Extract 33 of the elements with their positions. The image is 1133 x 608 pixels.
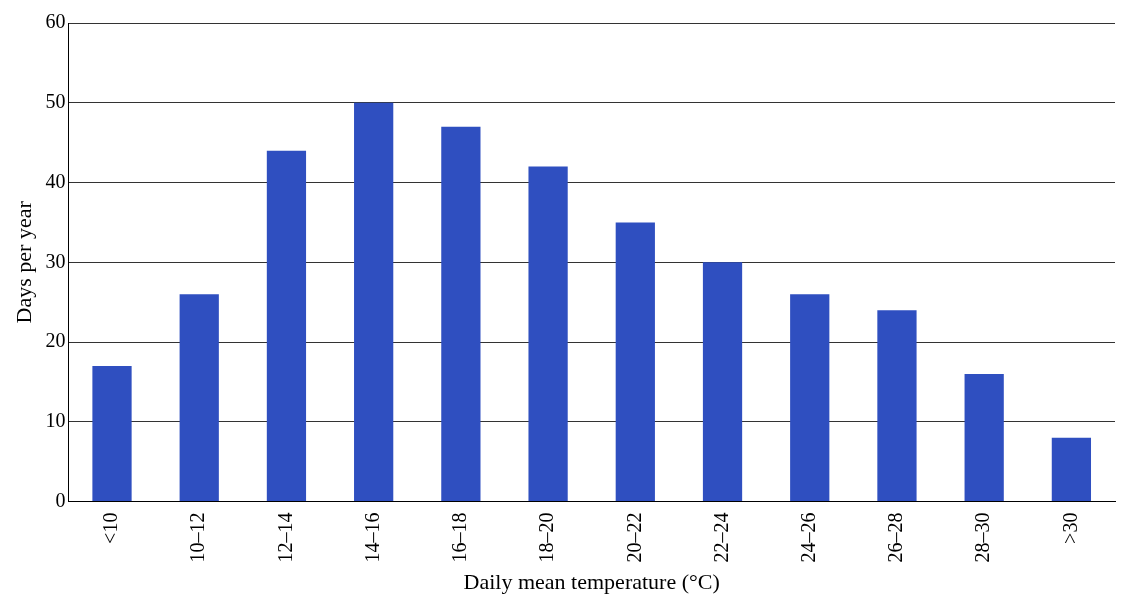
- y-tick-label: 0: [55, 488, 66, 511]
- x-tick-label: 14–16: [360, 512, 383, 563]
- bar: [964, 373, 1004, 502]
- bar: [441, 126, 481, 502]
- y-tick-label: 10: [45, 409, 66, 432]
- x-tick-label: 18–20: [535, 512, 558, 563]
- x-tick-label: <10: [99, 512, 122, 544]
- y-tick-label: 30: [45, 249, 66, 272]
- x-tick-label: 16–18: [448, 512, 471, 563]
- x-tick-label: 20–22: [622, 512, 645, 563]
- x-tick-label: >30: [1058, 512, 1081, 544]
- y-tick-label: 50: [45, 90, 66, 113]
- x-axis-title: Daily mean temperature (°C): [463, 568, 720, 594]
- bar: [702, 262, 743, 502]
- bar: [615, 222, 655, 502]
- y-axis-title: Days per year: [10, 200, 36, 324]
- y-tick-label: 40: [45, 169, 66, 192]
- x-tick-label: 12–14: [273, 512, 296, 563]
- bar: [266, 150, 307, 502]
- bar: [1051, 437, 1092, 502]
- bar: [179, 294, 219, 502]
- y-tick-label: 20: [45, 329, 66, 352]
- x-tick-label: 10–12: [186, 512, 209, 563]
- bar: [877, 310, 917, 502]
- x-tick-label: 26–28: [884, 512, 907, 563]
- bar: [790, 294, 830, 502]
- x-tick-label: 24–26: [796, 512, 819, 563]
- y-tick-label: 60: [45, 10, 66, 33]
- bar: [528, 166, 568, 502]
- bar: [92, 366, 132, 502]
- x-tick-label: 22–24: [709, 512, 732, 563]
- bar: [354, 102, 394, 502]
- x-tick-label: 28–30: [971, 512, 994, 563]
